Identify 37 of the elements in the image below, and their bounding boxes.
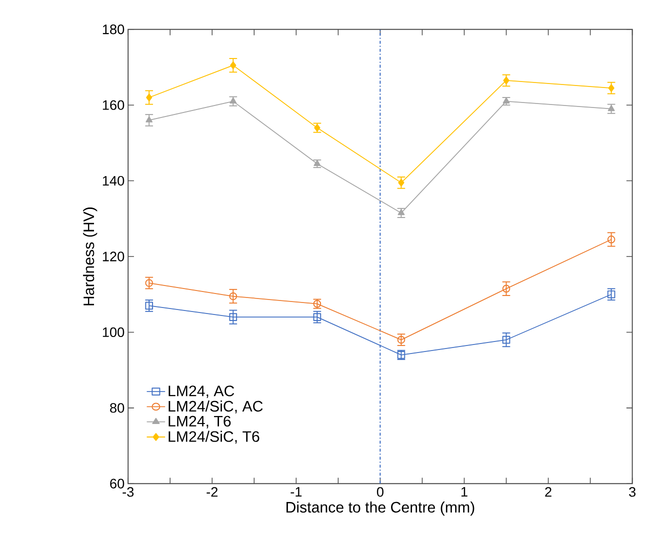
x-tick-label: -3 <box>122 487 134 497</box>
x-tick-label: 1 <box>461 487 468 496</box>
x-tick-label: -1 <box>290 487 302 496</box>
legend-label: LM24, T6 <box>168 416 231 428</box>
point <box>502 284 510 293</box>
point <box>314 160 321 166</box>
y-tick-label: 140 <box>102 176 124 186</box>
y-tick-label: 160 <box>102 100 124 110</box>
y-tick-label: 120 <box>102 252 124 262</box>
legend-label: LM24/SiC, AC <box>168 400 263 414</box>
point <box>229 292 238 300</box>
y-tick-label: 180 <box>102 24 124 34</box>
x-tick-label: 2 <box>545 487 552 497</box>
y-tick-label: 100 <box>102 327 124 337</box>
point <box>607 235 616 244</box>
point <box>608 84 614 92</box>
point <box>229 313 238 321</box>
point <box>146 94 152 102</box>
point <box>313 313 322 321</box>
point <box>398 208 405 216</box>
x-axis-title: Distance to the Centre (mm) <box>286 501 474 516</box>
y-tick-label: 60 <box>110 478 124 488</box>
point <box>145 279 154 287</box>
y-tick-label: 80 <box>110 403 124 413</box>
x-tick-label: -2 <box>206 487 218 497</box>
point <box>230 97 237 104</box>
x-tick-label: 0 <box>376 487 384 497</box>
point <box>503 76 510 84</box>
legend-label: LM24, AC <box>168 386 234 398</box>
legend-label: LM24/SiC, T6 <box>168 430 260 444</box>
x-tick-label: 3 <box>629 487 636 497</box>
point <box>502 97 510 104</box>
point <box>397 336 406 344</box>
point <box>398 178 404 187</box>
y-axis-title: Hardness (HV) <box>83 207 98 306</box>
point <box>502 336 510 344</box>
point <box>230 61 236 70</box>
